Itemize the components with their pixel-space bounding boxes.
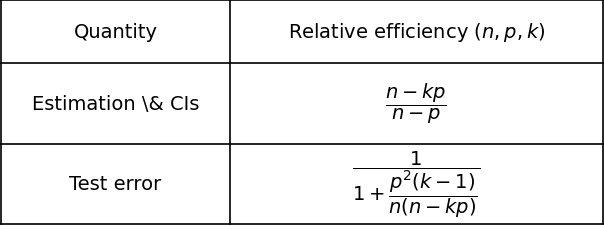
Text: Relative efficiency $(n, p, k)$: Relative efficiency $(n, p, k)$ [288,21,545,44]
Text: $\dfrac{1}{1 + \dfrac{p^2(k-1)}{n(n-kp)}}$: $\dfrac{1}{1 + \dfrac{p^2(k-1)}{n(n-kp)}… [352,149,480,219]
Text: Test error: Test error [69,175,162,194]
Text: Quantity: Quantity [74,23,158,42]
Text: Estimation \& CIs: Estimation \& CIs [32,94,199,113]
Text: $\dfrac{n - kp}{n - p}$: $\dfrac{n - kp}{n - p}$ [385,82,447,126]
